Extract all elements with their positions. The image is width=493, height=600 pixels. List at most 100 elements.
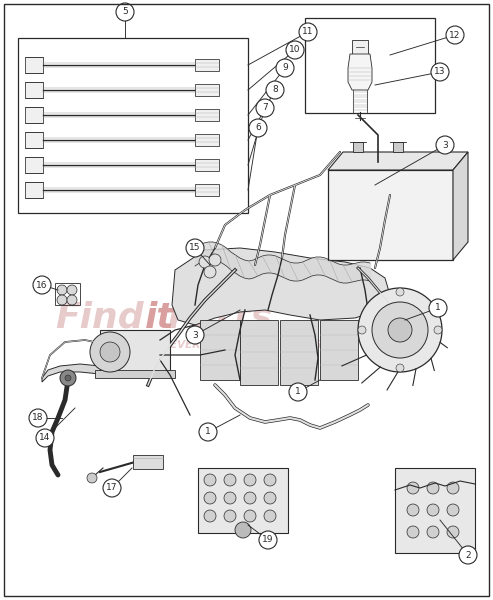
- Text: 18: 18: [32, 413, 44, 422]
- Text: it: it: [145, 301, 175, 335]
- Text: 15: 15: [189, 244, 201, 253]
- Circle shape: [204, 510, 216, 522]
- Bar: [25, 57, 43, 73]
- Circle shape: [90, 332, 130, 372]
- Circle shape: [29, 409, 47, 427]
- Circle shape: [209, 254, 221, 266]
- Circle shape: [259, 531, 277, 549]
- Circle shape: [396, 364, 404, 372]
- Text: 1: 1: [205, 427, 211, 437]
- Text: 1: 1: [435, 304, 441, 313]
- Circle shape: [447, 482, 459, 494]
- Text: 9: 9: [282, 64, 288, 73]
- Bar: [25, 132, 43, 148]
- Bar: [25, 82, 43, 98]
- Text: 2: 2: [465, 551, 471, 559]
- Text: 13: 13: [434, 67, 446, 76]
- Circle shape: [186, 326, 204, 344]
- Circle shape: [224, 474, 236, 486]
- Circle shape: [396, 288, 404, 296]
- Bar: [25, 182, 43, 198]
- Circle shape: [100, 342, 120, 362]
- Text: 19: 19: [262, 535, 274, 545]
- Bar: [395, 468, 475, 553]
- Bar: [25, 157, 43, 173]
- Text: 11: 11: [302, 28, 314, 37]
- Circle shape: [60, 370, 76, 386]
- Circle shape: [434, 326, 442, 334]
- Circle shape: [446, 26, 464, 44]
- Circle shape: [429, 299, 447, 317]
- Text: 7: 7: [262, 103, 268, 113]
- Circle shape: [372, 302, 428, 358]
- Text: 6: 6: [255, 124, 261, 133]
- Circle shape: [224, 510, 236, 522]
- Circle shape: [358, 288, 442, 372]
- Polygon shape: [453, 152, 468, 260]
- Circle shape: [204, 492, 216, 504]
- Text: Parts: Parts: [167, 301, 272, 335]
- Bar: [200, 320, 240, 380]
- Text: 8: 8: [272, 85, 278, 94]
- Text: EVERYTHING THAT MOVES: EVERYTHING THAT MOVES: [170, 340, 322, 350]
- Polygon shape: [42, 364, 108, 382]
- Bar: [320, 320, 358, 380]
- Circle shape: [427, 526, 439, 538]
- Circle shape: [67, 295, 77, 305]
- Bar: [195, 184, 219, 196]
- Circle shape: [224, 492, 236, 504]
- Circle shape: [199, 423, 217, 441]
- Text: 14: 14: [39, 433, 51, 443]
- Bar: [393, 142, 403, 152]
- Bar: [55, 283, 80, 305]
- Polygon shape: [328, 152, 468, 170]
- Text: Find: Find: [55, 301, 143, 335]
- Circle shape: [286, 41, 304, 59]
- Circle shape: [266, 81, 284, 99]
- Circle shape: [244, 492, 256, 504]
- Text: 10: 10: [289, 46, 301, 55]
- Circle shape: [65, 375, 71, 381]
- Bar: [195, 59, 219, 71]
- Text: 17: 17: [106, 484, 118, 493]
- Circle shape: [204, 474, 216, 486]
- Bar: [100, 330, 170, 375]
- Circle shape: [436, 136, 454, 154]
- Bar: [280, 320, 318, 385]
- Bar: [195, 134, 219, 146]
- Circle shape: [299, 23, 317, 41]
- Circle shape: [199, 256, 211, 268]
- Circle shape: [103, 479, 121, 497]
- Bar: [133, 455, 163, 469]
- Circle shape: [459, 546, 477, 564]
- Circle shape: [204, 266, 216, 278]
- Text: 1: 1: [295, 388, 301, 397]
- Circle shape: [256, 99, 274, 117]
- Circle shape: [87, 473, 97, 483]
- Text: 3: 3: [442, 140, 448, 149]
- Text: 16: 16: [36, 280, 48, 289]
- Text: 12: 12: [449, 31, 460, 40]
- Circle shape: [264, 510, 276, 522]
- Circle shape: [427, 504, 439, 516]
- Circle shape: [447, 504, 459, 516]
- Circle shape: [244, 510, 256, 522]
- Bar: [305, 18, 435, 113]
- Circle shape: [235, 522, 251, 538]
- Circle shape: [427, 482, 439, 494]
- Bar: [352, 40, 368, 54]
- Circle shape: [407, 526, 419, 538]
- Circle shape: [289, 383, 307, 401]
- Circle shape: [249, 119, 267, 137]
- Circle shape: [407, 504, 419, 516]
- Bar: [25, 107, 43, 123]
- Circle shape: [57, 295, 67, 305]
- Circle shape: [33, 276, 51, 294]
- Text: 5: 5: [122, 7, 128, 16]
- Circle shape: [57, 285, 67, 295]
- Bar: [328, 170, 453, 260]
- Bar: [95, 370, 175, 378]
- Text: 3: 3: [192, 331, 198, 340]
- Circle shape: [388, 318, 412, 342]
- Circle shape: [36, 429, 54, 447]
